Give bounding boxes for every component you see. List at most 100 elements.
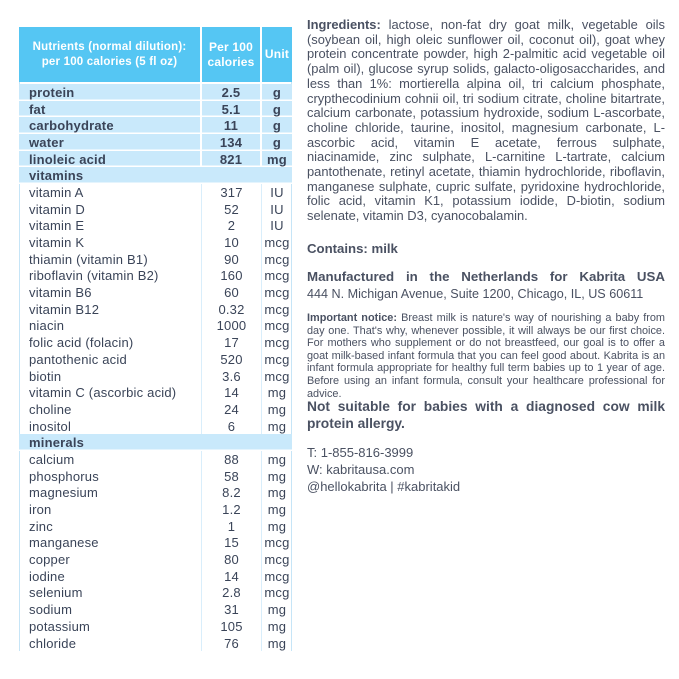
nutrient-value: 105 (202, 618, 262, 635)
table-row: sodium 31 mg (19, 601, 292, 618)
nutrient-unit: mg (267, 618, 287, 634)
nutrient-unit: mcg (264, 535, 290, 551)
nutrient-unit: mcg (264, 335, 290, 351)
nutrient-value: 80 (202, 551, 262, 568)
phone-line: T: 1-855-816-3999 (307, 445, 414, 460)
table-row: zinc 1 mg (19, 517, 292, 535)
nutrient-name: vitamin B12 (19, 300, 202, 318)
nutrient-value: 0.32 (202, 300, 262, 318)
nutrient-unit: mcg (264, 368, 290, 384)
table-row: manganese 15 mcg (19, 534, 292, 552)
nutrient-name: carbohydrate (19, 117, 202, 135)
nutrient-name: iron (19, 501, 202, 518)
nutrient-unit: IU (270, 218, 284, 234)
nutrient-value: 90 (202, 250, 262, 268)
nutrient-value: 15 (202, 534, 262, 552)
section-title: minerals (19, 434, 292, 452)
website-line: W: kabritausa.com (307, 462, 415, 477)
nutrient-value: 52 (202, 200, 262, 218)
header-per100-column: Per 100 calories (202, 27, 262, 82)
nutrient-unit: mcg (264, 552, 290, 568)
table-row: selenium 2.8 mcg (19, 584, 292, 602)
nutrient-value: 1.2 (202, 501, 262, 518)
nutrient-unit: mg (262, 150, 292, 168)
nutrient-unit: mcg (264, 301, 290, 317)
nutrient-name: chloride (19, 634, 202, 652)
nutrient-value: 6 (202, 417, 262, 435)
nutrient-name: inositol (19, 417, 202, 435)
nutrient-name: vitamin K (19, 234, 202, 251)
nutrient-unit: mcg (264, 285, 290, 301)
nutrient-name: fat (19, 100, 202, 118)
nutrient-value: 160 (202, 267, 262, 285)
contains-statement: Contains: milk (307, 241, 398, 256)
nutrient-name: riboflavin (vitamin B2) (19, 267, 202, 285)
nutrient-value: 88 (202, 451, 262, 468)
nutrient-unit: IU (270, 184, 284, 200)
nutrient-name: thiamin (vitamin B1) (19, 250, 202, 268)
nutrient-unit: mg (267, 602, 287, 618)
nutrient-unit: g (262, 84, 292, 101)
important-notice-paragraph: Important notice: Breast milk is nature'… (307, 312, 665, 400)
ingredients-text: lactose, non-fat dry goat milk, vegetabl… (307, 17, 665, 224)
table-row: vitamins (19, 167, 292, 185)
nutrient-value: 821 (202, 150, 262, 168)
table-row: folic acid (folacin) 17 mcg (19, 334, 292, 351)
nutrient-value: 76 (202, 634, 262, 652)
ingredients-label: Ingredients: (307, 17, 381, 32)
table-row: fat 5.1 g (19, 100, 292, 118)
table-row: inositol 6 mg (19, 417, 292, 435)
nutrient-unit: g (262, 100, 292, 118)
nutrient-unit: g (262, 134, 292, 151)
nutrient-unit: mg (267, 635, 287, 651)
nutrient-unit: mg (267, 418, 287, 434)
nutrient-name: choline (19, 401, 202, 418)
nutrient-name: niacin (19, 317, 202, 335)
ingredients-paragraph: Ingredients: lactose, non-fat dry goat m… (307, 17, 665, 224)
header-unit-column: Unit (262, 27, 292, 82)
nutrient-value: 58 (202, 467, 262, 485)
nutrient-name: zinc (19, 517, 202, 535)
nutrient-value: 31 (202, 601, 262, 618)
table-body: protein 2.5 g fat 5.1 g carbohydrate 11 g water 13… (19, 84, 292, 652)
nutrient-unit: mcg (264, 251, 290, 267)
table-row: magnesium 8.2 mg (19, 484, 292, 502)
table-row: copper 80 mcg (19, 551, 292, 568)
table-row: protein 2.5 g (19, 84, 292, 101)
table-row: potassium 105 mg (19, 618, 292, 635)
nutrient-value: 17 (202, 334, 262, 351)
nutrient-value: 24 (202, 401, 262, 418)
table-row: biotin 3.6 mcg (19, 367, 292, 385)
nutrient-value: 11 (202, 117, 262, 135)
manufacturer-address: 444 N. Michigan Avenue, Suite 1200, Chic… (307, 287, 644, 301)
nutrient-name: calcium (19, 451, 202, 468)
nutrient-unit: mcg (264, 318, 290, 334)
table-row: vitamin B6 60 mcg (19, 284, 292, 301)
nutrient-name: water (19, 134, 202, 151)
nutrient-name: sodium (19, 601, 202, 618)
table-row: riboflavin (vitamin B2) 160 mcg (19, 267, 292, 285)
nutrient-name: linoleic acid (19, 150, 202, 168)
table-row: vitamin K 10 mcg (19, 234, 292, 251)
social-handles-line: @hellokabrita | #kabritakid (307, 479, 461, 494)
nutrient-unit: mg (267, 518, 287, 534)
table-row: phosphorus 58 mg (19, 467, 292, 485)
nutrient-name: copper (19, 551, 202, 568)
table-row: calcium 88 mg (19, 451, 292, 468)
table-row: vitamin C (ascorbic acid) 14 mg (19, 384, 292, 402)
table-row: vitamin A 317 IU (19, 184, 292, 201)
nutrient-name: iodine (19, 567, 202, 585)
nutrient-value: 1000 (202, 317, 262, 335)
nutrient-unit: mg (267, 401, 287, 417)
nutrient-unit: mcg (264, 351, 290, 367)
nutrient-name: protein (19, 84, 202, 101)
manufactured-statement: Manufactured in the Netherlands for Kabr… (307, 269, 665, 284)
table-row: linoleic acid 821 mg (19, 150, 292, 168)
table-row: thiamin (vitamin B1) 90 mcg (19, 250, 292, 268)
table-row: pantothenic acid 520 mcg (19, 351, 292, 368)
important-notice-label: Important notice: (307, 312, 397, 324)
nutrient-value: 60 (202, 284, 262, 301)
table-row: iodine 14 mcg (19, 567, 292, 585)
table-row: water 134 g (19, 134, 292, 151)
